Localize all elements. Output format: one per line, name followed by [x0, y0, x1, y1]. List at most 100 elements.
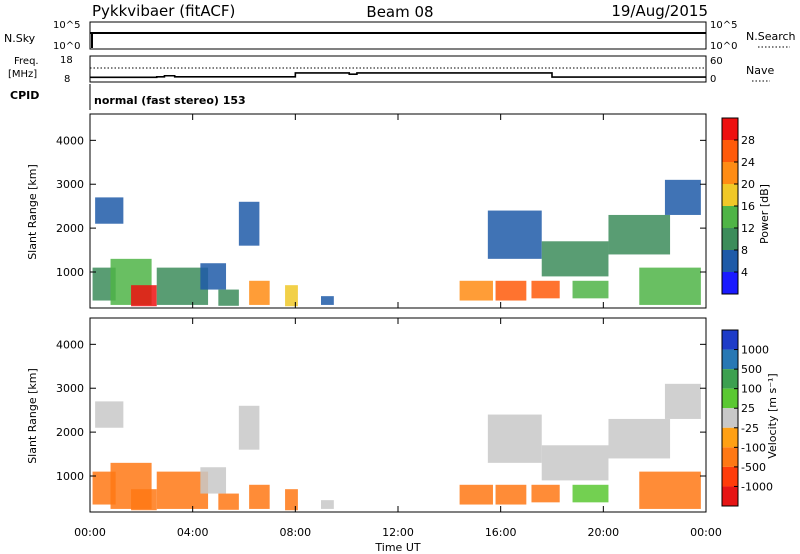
velocity-echo-region-0	[95, 401, 124, 428]
power-colorbar-tick-label-1: 8	[741, 244, 748, 257]
x-tick-label-5: 20:00	[587, 526, 619, 539]
power-ytick-label-2: 3000	[56, 178, 84, 191]
power-ytick-label-1: 2000	[56, 222, 84, 235]
power-colorbar-tick-label-2: 12	[741, 222, 755, 235]
x-tick-label-0: 00:00	[74, 526, 106, 539]
velocity-ytick-label-1: 2000	[56, 426, 84, 439]
velocity-colorbar-tick-label-7: -1000	[741, 480, 773, 493]
velocity-echo-region-10	[321, 500, 334, 509]
velocity-colorbar: 1000 500 100 25 -25 -100 -500 -1000	[721, 329, 773, 507]
power-colorbar-tick-label-0: 4	[741, 266, 748, 279]
nsearch-tick-low: 10^0	[710, 41, 737, 52]
velocity-colorbar-frame	[721, 329, 739, 507]
velocity-colorbar-tick-label-5: -100	[741, 441, 766, 454]
power-y-ticks: 1000 2000 3000 4000	[56, 114, 707, 308]
velocity-echo-region-11	[459, 484, 493, 505]
nsearch-label: N.Search	[746, 30, 796, 43]
freq-tick-high: 18	[60, 55, 73, 66]
velocity-echo-region-15	[541, 445, 609, 481]
power-echo-region-11	[459, 280, 493, 301]
velocity-panel: 1000 2000 3000 4000 Slant Range [km]	[26, 317, 707, 513]
power-echo-region-12	[495, 280, 527, 301]
power-echo-region-0	[95, 197, 124, 224]
power-echo-region-19	[639, 267, 701, 305]
velocity-colorbar-swatch-0	[722, 330, 738, 350]
x-tick-label-3: 12:00	[382, 526, 414, 539]
power-colorbar-swatch-3	[722, 206, 738, 228]
nsky-panel: N.Sky 10^5 10^0 10^5 10^0 N.Search	[4, 20, 796, 52]
velocity-echo-region-9	[285, 489, 298, 511]
power-echo-region-15	[541, 241, 609, 277]
nsky-tick-low: 10^0	[53, 41, 80, 52]
velocity-echo-region-5	[200, 467, 227, 494]
velocity-echo-region-16	[572, 484, 609, 503]
velocity-ytick-label-0: 1000	[56, 470, 84, 483]
power-echo-region-1	[92, 267, 116, 301]
velocity-ytick-label-3: 4000	[56, 338, 84, 351]
velocity-y-ticks: 1000 2000 3000 4000	[56, 318, 707, 512]
power-ytick-label-0: 1000	[56, 266, 84, 279]
velocity-colorbar-tick-label-4: -25	[741, 422, 759, 435]
velocity-echo-region-6	[218, 493, 239, 510]
x-tick-label-2: 08:00	[279, 526, 311, 539]
power-colorbar-swatch-7	[722, 118, 738, 140]
freq-trace	[90, 72, 706, 79]
power-colorbar-swatch-6	[722, 140, 738, 162]
mode-text: normal (fast stereo) 153	[94, 94, 246, 107]
velocity-colorbar-tick-label-2: 100	[741, 383, 762, 396]
velocity-echo-region-12	[495, 484, 527, 505]
velocity-echo-region-13	[531, 484, 560, 503]
power-echo-region-16	[572, 280, 609, 299]
velocity-echoes	[92, 383, 701, 511]
freq-tick-low: 8	[64, 74, 70, 85]
x-axis-label: Time UT	[374, 541, 420, 554]
power-echo-region-10	[321, 296, 334, 305]
freq-label-2: [MHz]	[8, 69, 37, 80]
x-axis: 00:00 04:00 08:00 12:00 16:00 20:00 00:00	[74, 526, 722, 539]
x-tick-label-1: 04:00	[177, 526, 209, 539]
beam-title: Beam 08	[366, 3, 433, 21]
nsky-label: N.Sky	[4, 32, 36, 45]
freq-label-1: Freq.	[14, 56, 39, 67]
cpid-label: CPID	[10, 89, 39, 102]
power-colorbar-label: Power [dB]	[758, 184, 771, 244]
power-echo-region-8	[238, 201, 260, 246]
velocity-colorbar-swatch-3	[722, 388, 738, 409]
velocity-colorbar-tick-label-1: 500	[741, 363, 762, 376]
velocity-echo-region-4	[156, 471, 209, 509]
velocity-colorbar-tick-label-0: 1000	[741, 344, 769, 357]
power-echo-region-4	[156, 267, 209, 305]
x-tick-label-6: 00:00	[690, 526, 722, 539]
power-colorbar-tick-label-4: 20	[741, 178, 755, 191]
power-echo-region-7	[249, 280, 270, 305]
velocity-echo-region-18	[664, 383, 701, 419]
power-echo-region-6	[218, 289, 239, 306]
velocity-echo-region-7	[249, 484, 270, 509]
power-ytick-label-3: 4000	[56, 134, 84, 147]
date-title: 19/Aug/2015	[611, 2, 708, 20]
freq-panel: Freq. [MHz] 18 8 60 0 Nave	[8, 55, 774, 85]
velocity-colorbar-swatch-5	[722, 427, 738, 448]
power-panel: 1000 2000 3000 4000 Slant Range [km]	[26, 113, 707, 309]
velocity-echo-region-3	[131, 489, 157, 511]
velocity-colorbar-swatch-1	[722, 349, 738, 370]
power-colorbar-tick-label-5: 24	[741, 156, 755, 169]
velocity-colorbar-swatch-6	[722, 447, 738, 467]
power-echo-region-9	[285, 285, 298, 307]
power-echo-region-5	[200, 263, 227, 290]
nave-label: Nave	[746, 64, 774, 77]
nsearch-tick-high: 10^5	[710, 20, 737, 31]
power-colorbar-tick-label-3: 16	[741, 200, 755, 213]
power-colorbar: 4 8 12 16 20 24 28	[721, 117, 755, 295]
freq-frame	[89, 55, 707, 83]
power-echo-region-3	[131, 285, 157, 307]
velocity-echo-region-14	[487, 414, 542, 463]
velocity-y-label: Slant Range [km]	[26, 368, 39, 464]
velocity-colorbar-tick-label-3: 25	[741, 402, 755, 415]
velocity-colorbar-swatch-8	[722, 486, 738, 506]
power-echoes	[92, 179, 701, 307]
power-colorbar-tick-label-6: 28	[741, 134, 755, 147]
velocity-colorbar-label: Velocity [m s⁻¹]	[766, 373, 779, 458]
velocity-colorbar-tick-label-6: -500	[741, 461, 766, 474]
